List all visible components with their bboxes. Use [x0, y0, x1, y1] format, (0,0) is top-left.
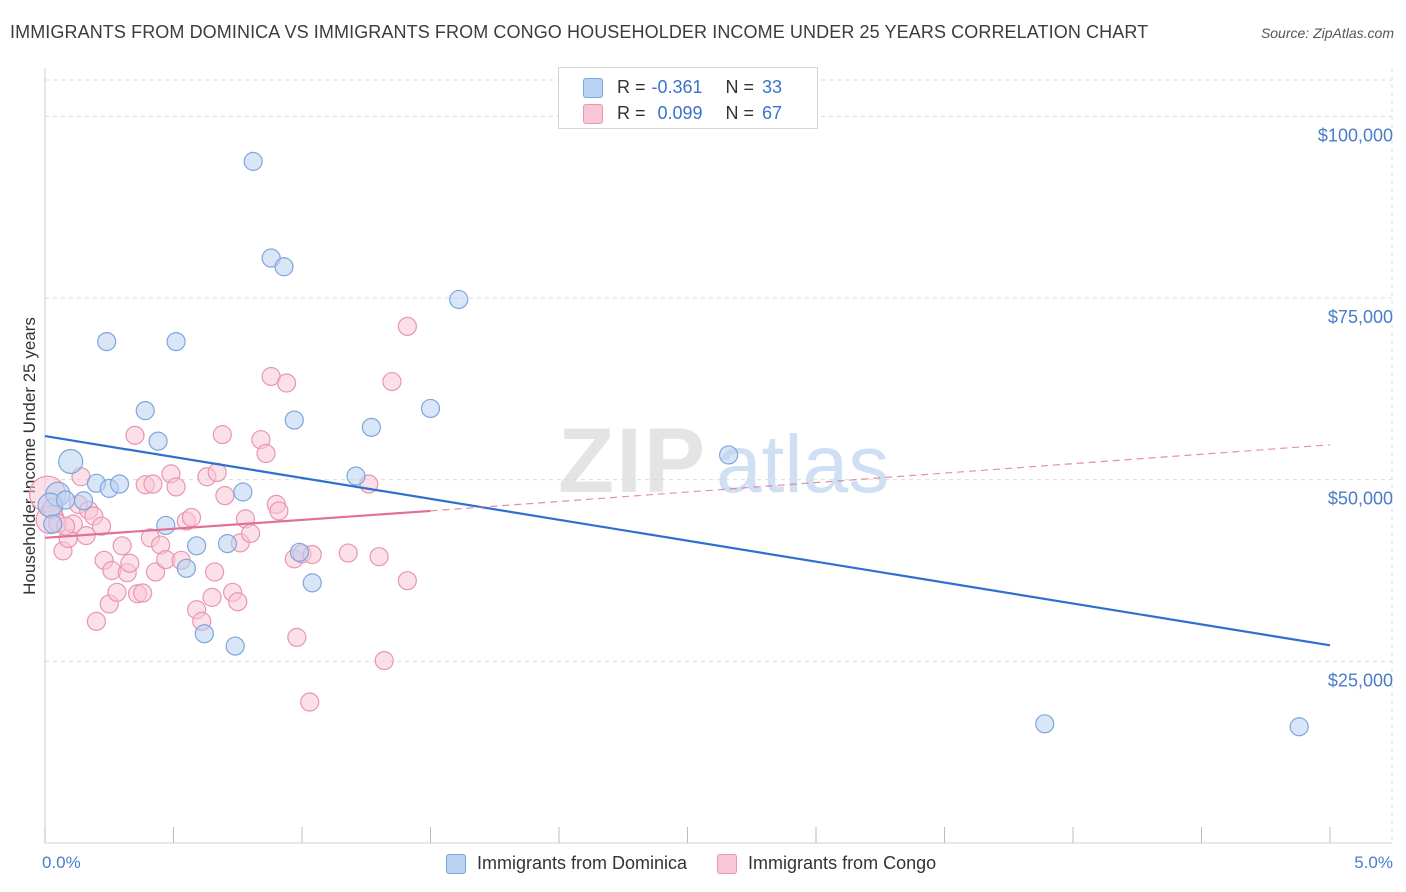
data-point [212, 425, 232, 445]
data-point [269, 501, 289, 521]
data-point [397, 316, 417, 336]
data-point [55, 490, 76, 510]
dominica-points [37, 151, 1309, 737]
data-point [374, 651, 394, 671]
data-point [205, 562, 225, 582]
data-point [719, 445, 739, 465]
data-point [1289, 717, 1309, 737]
data-point [156, 515, 176, 536]
data-point [382, 371, 402, 392]
y-axis-label: Householder Income Under 25 years [20, 317, 39, 595]
r-label: R = [617, 103, 646, 123]
legend-label-congo: Immigrants from Congo [748, 853, 937, 873]
data-point [284, 410, 304, 430]
data-point [43, 514, 63, 534]
data-point [274, 257, 294, 277]
trend-lines [44, 434, 1331, 647]
data-point [181, 507, 202, 528]
y-tick-label: $25,000 [1328, 670, 1393, 690]
data-point [346, 466, 366, 486]
source-credit: Source: ZipAtlas.com [1260, 25, 1394, 41]
watermark: ZIP atlas [558, 410, 889, 512]
data-point [256, 443, 276, 464]
data-point [194, 624, 214, 644]
data-point [361, 417, 381, 437]
data-point [449, 289, 469, 310]
series-legend: Immigrants from Dominica Immigrants from… [446, 853, 966, 874]
y-tick-label: $50,000 [1328, 489, 1393, 509]
data-point [233, 482, 253, 502]
data-point [125, 425, 145, 445]
data-point [187, 536, 207, 556]
x-tick-label-min: 0.0% [42, 853, 81, 872]
r-label: R = [617, 77, 646, 97]
y-tick-labels: $25,000 $50,000 $75,000 $100,000 [1318, 125, 1393, 690]
data-point [135, 401, 155, 421]
r-value: -0.361 [651, 77, 703, 97]
watermark-atlas: atlas [716, 419, 889, 510]
n-value: 67 [762, 103, 783, 123]
legend-swatch-dominica [446, 853, 466, 874]
data-point [73, 491, 94, 511]
data-point [397, 571, 417, 591]
chart-title: IMMIGRANTS FROM DOMINICA VS IMMIGRANTS F… [10, 22, 1149, 42]
data-point [166, 477, 186, 497]
data-point [148, 431, 168, 451]
watermark-zip: ZIP [558, 410, 707, 512]
data-point [215, 486, 235, 506]
data-point [241, 523, 261, 544]
legend-swatch-congo [583, 103, 603, 124]
legend-row-congo: R = 0.099 N = 67 [583, 103, 783, 124]
data-point [202, 587, 222, 607]
data-point [120, 553, 140, 573]
x-tick-label-max: 5.0% [1354, 853, 1393, 872]
data-point [276, 373, 297, 393]
data-point [225, 636, 245, 656]
data-point [1035, 714, 1055, 734]
trend-line-congo-extrapolated [430, 444, 1331, 512]
data-point [300, 692, 320, 712]
data-point [133, 583, 153, 603]
data-point [166, 332, 186, 352]
data-point [287, 627, 307, 647]
data-point [109, 474, 130, 494]
data-point [91, 516, 112, 536]
data-point [176, 558, 196, 578]
data-point [369, 547, 389, 567]
r-value: 0.099 [657, 103, 703, 123]
data-point [338, 543, 358, 563]
data-point [289, 542, 310, 562]
trend-line-dominica [44, 434, 1331, 647]
axes [44, 68, 1392, 844]
n-value: 33 [762, 77, 783, 97]
data-point [86, 611, 107, 631]
legend-item-dominica[interactable]: Immigrants from Dominica [446, 853, 687, 874]
y-tick-label: $100,000 [1318, 125, 1393, 145]
legend-swatch-congo [717, 853, 738, 874]
data-point [228, 592, 248, 612]
legend-swatch-dominica [583, 77, 603, 98]
n-label: N = [725, 103, 755, 123]
congo-points [28, 316, 417, 712]
data-point [107, 582, 127, 602]
data-point [145, 562, 166, 582]
trend-line-congo [44, 509, 431, 539]
data-point [302, 573, 322, 593]
data-point [143, 474, 163, 494]
y-tick-label: $75,000 [1328, 307, 1393, 327]
data-point [97, 332, 117, 352]
legend-row-dominica: R = -0.361 N = 33 [583, 77, 783, 98]
data-point [420, 398, 441, 419]
n-label: N = [725, 77, 755, 97]
correlation-legend: R = -0.361 N = 33 R = 0.099 N = 67 [558, 67, 818, 129]
data-point [243, 151, 263, 171]
data-point [112, 536, 132, 556]
legend-item-congo[interactable]: Immigrants from Congo [717, 853, 936, 874]
legend-label-dominica: Immigrants from Dominica [477, 853, 688, 873]
data-point [217, 534, 238, 554]
data-point [58, 448, 84, 475]
